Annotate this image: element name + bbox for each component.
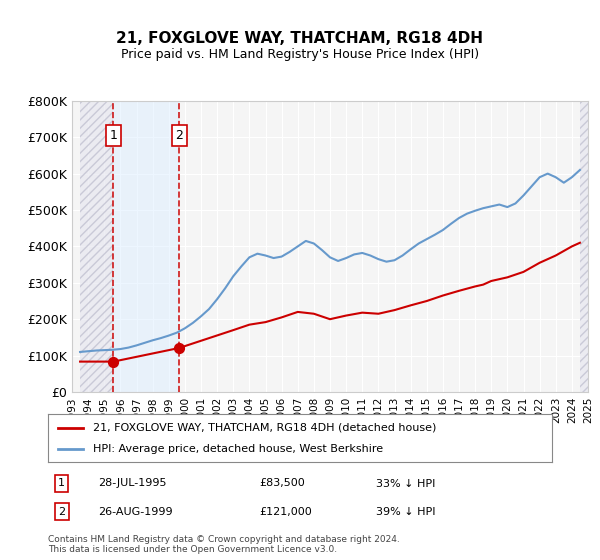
Text: 2: 2 xyxy=(175,129,183,142)
Text: 33% ↓ HPI: 33% ↓ HPI xyxy=(376,478,435,488)
Point xyxy=(175,343,184,352)
Point xyxy=(109,357,118,366)
Text: 21, FOXGLOVE WAY, THATCHAM, RG18 4DH: 21, FOXGLOVE WAY, THATCHAM, RG18 4DH xyxy=(116,31,484,46)
Bar xyxy=(113,101,179,392)
Text: 21, FOXGLOVE WAY, THATCHAM, RG18 4DH (detached house): 21, FOXGLOVE WAY, THATCHAM, RG18 4DH (de… xyxy=(94,423,437,433)
Bar xyxy=(80,101,113,392)
Text: 28-JUL-1995: 28-JUL-1995 xyxy=(98,478,167,488)
Text: 26-AUG-1999: 26-AUG-1999 xyxy=(98,507,173,517)
Text: 1: 1 xyxy=(58,478,65,488)
Text: 1: 1 xyxy=(110,129,118,142)
Text: HPI: Average price, detached house, West Berkshire: HPI: Average price, detached house, West… xyxy=(94,444,383,454)
Bar xyxy=(580,101,588,392)
Text: Contains HM Land Registry data © Crown copyright and database right 2024.
This d: Contains HM Land Registry data © Crown c… xyxy=(48,535,400,554)
Text: £83,500: £83,500 xyxy=(260,478,305,488)
Text: 2: 2 xyxy=(58,507,65,517)
Text: Price paid vs. HM Land Registry's House Price Index (HPI): Price paid vs. HM Land Registry's House … xyxy=(121,48,479,60)
Text: 39% ↓ HPI: 39% ↓ HPI xyxy=(376,507,435,517)
Text: £121,000: £121,000 xyxy=(260,507,313,517)
